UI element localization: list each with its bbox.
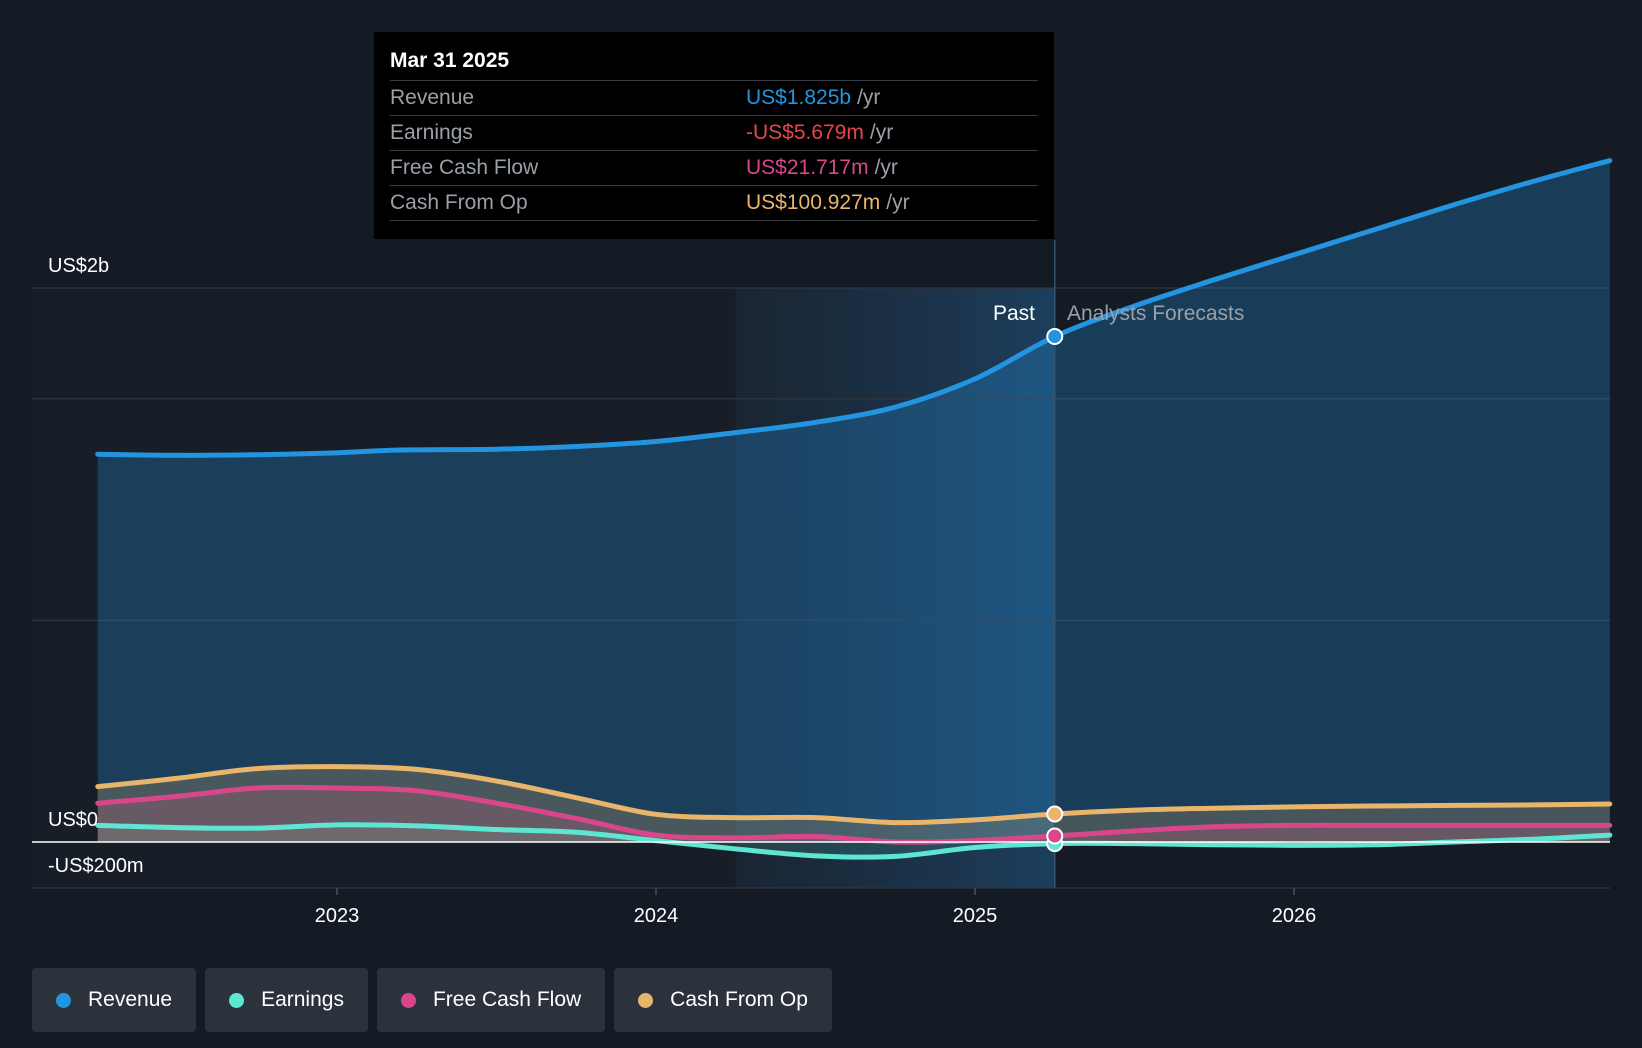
highlight-band [735, 288, 1055, 888]
tooltip-row-unit: /yr [886, 191, 910, 214]
cash-from-op-line [95, 764, 1613, 826]
tooltip-row-name: Free Cash Flow [390, 156, 539, 179]
legend-item-earnings[interactable]: Earnings [205, 968, 368, 1032]
tooltip-row-value: US$1.825b [746, 86, 852, 109]
legend-label: Revenue [88, 988, 173, 1011]
x-tick-label: 2025 [953, 905, 998, 927]
tooltip-row-unit: /yr [874, 156, 898, 179]
legend-item-free-cash-flow[interactable]: Free Cash Flow [376, 968, 606, 1032]
tooltip-row-unit: /yr [857, 86, 881, 109]
tooltip-row-free-cash-flow: Free Cash Flow US$21.717m /yr [390, 150, 1038, 185]
revenue-area [97, 160, 1610, 842]
tooltip-row-value: US$100.927m [746, 191, 881, 214]
tooltip-row-value: -US$5.679m [746, 121, 864, 144]
x-tick-label: 2023 [315, 905, 360, 927]
tooltip-row-name: Cash From Op [390, 191, 528, 214]
legend-label: Cash From Op [670, 988, 808, 1011]
revenue-marker [1046, 327, 1064, 345]
tooltip-row-name: Revenue [390, 86, 475, 109]
past-label: Past [993, 302, 1035, 325]
free-cash-flow-line [95, 784, 1613, 845]
legend-dot-icon [400, 992, 416, 1008]
legend-dot-icon [56, 992, 71, 1008]
cash-from-op-marker [1046, 805, 1064, 823]
tooltip-row-earnings: Earnings -US$5.679m /yr [390, 115, 1038, 150]
tooltip-date: Mar 31 2025 [390, 49, 510, 72]
earnings-line [95, 822, 1613, 860]
legend-dot-icon [229, 992, 245, 1008]
earnings-area [97, 824, 1610, 858]
tooltip-row-cash-from-op: Cash From Op US$100.927m /yr [390, 185, 1038, 221]
free-cash-flow-marker [1046, 827, 1064, 845]
y-tick-label-zero: US$0 [48, 809, 98, 831]
tooltip-row-name: Earnings [390, 121, 473, 144]
tooltip-row-revenue: Revenue US$1.825b /yr [390, 80, 1038, 115]
chart-legend: Revenue Earnings Free Cash Flow Cash Fro… [32, 968, 832, 1032]
data-tooltip: Mar 31 2025 Revenue US$1.825b /yr Earnin… [374, 32, 1054, 239]
revenue-line [95, 158, 1613, 458]
tooltip-row-unit: /yr [869, 121, 894, 144]
x-tick-label: 2024 [634, 905, 679, 927]
cash-from-op-area [97, 766, 1610, 842]
y-tick-label-bottom: -US$200m [48, 855, 144, 877]
tooltip-row-value: US$21.717m [746, 156, 869, 179]
legend-item-cash-from-op[interactable]: Cash From Op [614, 968, 832, 1032]
legend-dot-icon [638, 992, 654, 1008]
legend-label: Free Cash Flow [432, 988, 582, 1011]
legend-label: Earnings [261, 988, 344, 1011]
x-tick-label: 2026 [1272, 905, 1317, 927]
forecast-label: Analysts Forecasts [1067, 302, 1244, 325]
legend-item-revenue[interactable]: Revenue [32, 968, 197, 1032]
y-tick-label-top: US$2b [48, 255, 109, 277]
